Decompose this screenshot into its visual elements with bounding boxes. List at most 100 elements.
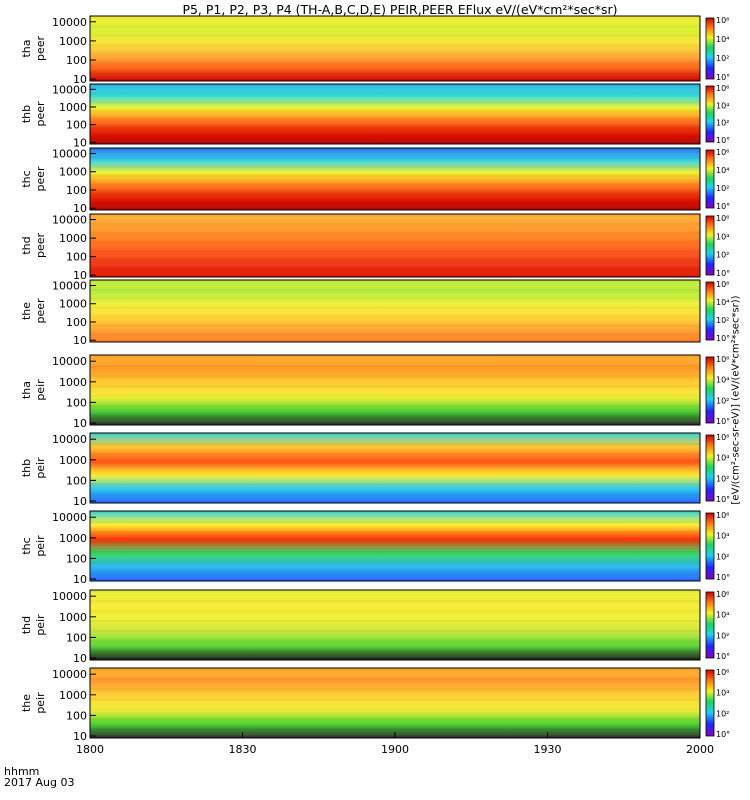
panel-texture — [90, 728, 700, 731]
panel-fill — [90, 511, 700, 581]
panel-texture — [90, 576, 700, 579]
panel-texture — [90, 380, 700, 383]
panel-texture — [90, 488, 700, 491]
spectrogram-panel-3: 10 100 1000 10000 thc peer 10° 10² 10⁴ 10⁶ — [20, 147, 730, 215]
panel-texture — [90, 541, 700, 544]
colorbar-tick-label: 10⁶ — [716, 280, 729, 289]
panel-texture — [90, 105, 700, 107]
panel-texture — [90, 610, 700, 613]
spectrogram-panel-1: 10 100 1000 10000 tha peer 10° 10² 10⁴ 10⁶ — [20, 15, 730, 86]
panel-texture — [90, 131, 700, 133]
panel-texture — [90, 30, 700, 32]
panel-texture — [90, 463, 700, 466]
panel-texture — [90, 595, 700, 598]
panel-texture — [90, 315, 700, 317]
panel-texture — [90, 97, 700, 99]
panel-species-label: peer — [34, 298, 47, 324]
panel-texture — [90, 228, 700, 230]
panel-texture — [90, 201, 700, 203]
panel-fill — [90, 84, 700, 144]
y-tick-label: 10000 — [52, 355, 87, 368]
panel-frame — [89, 510, 701, 582]
panel-texture — [90, 93, 700, 95]
y-tick-label: 1000 — [59, 689, 87, 702]
y-tick-label: 100 — [66, 631, 87, 644]
y-tick-label: 10000 — [52, 83, 87, 96]
panel-texture — [90, 365, 700, 368]
panel-texture — [90, 718, 700, 721]
spectrogram-panel-4: 10 100 1000 10000 thd peer 10° 10² 10⁴ 10⁶ — [20, 213, 730, 282]
panel-texture — [90, 219, 700, 221]
panel-texture — [90, 683, 700, 686]
y-tick-label: 10000 — [52, 214, 87, 227]
panel-probe-label: tha — [20, 381, 33, 399]
y-tick-label: 10 — [73, 652, 87, 665]
colorbar-tick-label: 10² — [716, 184, 729, 193]
y-tick-label: 1000 — [59, 454, 87, 467]
y-tick-label: 10000 — [52, 16, 87, 29]
date-label: 2017 Aug 03 — [4, 776, 75, 789]
colorbar-tick-label: 10° — [716, 202, 730, 211]
panel-texture — [90, 166, 700, 168]
panel-texture — [90, 395, 700, 398]
panel-texture — [90, 630, 700, 633]
colorbar-tick-label: 10⁶ — [716, 668, 729, 677]
spectrogram-panel-8: 10 100 1000 10000 thc peir 10° 10² 10⁴ 10⁶ — [20, 510, 730, 586]
panel-texture — [90, 561, 700, 564]
panel-texture — [90, 405, 700, 408]
colorbar-tick-label: 10° — [716, 730, 730, 739]
colorbar-tick-label: 10⁶ — [716, 511, 729, 520]
panel-texture — [90, 197, 700, 199]
panel-texture — [90, 640, 700, 643]
panel-texture — [90, 713, 700, 716]
panel-species-label: peir — [34, 379, 47, 401]
colorbar-tick-label: 10⁶ — [716, 148, 729, 157]
panel-texture — [90, 571, 700, 574]
x-tick-label: 1830 — [229, 743, 257, 756]
panel-texture — [90, 521, 700, 524]
panel-texture — [90, 698, 700, 701]
y-tick-label: 10000 — [52, 279, 87, 292]
panel-texture — [90, 241, 700, 243]
colorbar-units-label: [eV/(cm²-sec-sr-eV)] (eV/(eV*cm²*sec*sr)… — [730, 295, 742, 505]
colorbar-tick-label: 10² — [716, 631, 729, 640]
panel-texture — [90, 703, 700, 706]
panel-species-label: peir — [34, 457, 47, 479]
panel-probe-label: thd — [20, 236, 33, 254]
panel-frame — [89, 83, 701, 145]
colorbar-tick-label: 10⁴ — [716, 101, 729, 110]
y-tick-label: 10 — [73, 417, 87, 430]
colorbar-tick-label: 10⁴ — [716, 689, 729, 698]
panel-texture — [90, 531, 700, 534]
x-tick-label: 1900 — [381, 743, 409, 756]
panel-texture — [90, 255, 700, 257]
colorbar-tick-label: 10² — [716, 552, 729, 561]
panel-texture — [90, 135, 700, 137]
time-stamp: hhmm 2017 Aug 03 — [4, 766, 74, 788]
panel-frame — [89, 589, 701, 661]
colorbar-tick-label: 10° — [716, 136, 730, 145]
colorbar — [705, 669, 715, 737]
colorbar-tick-label: 10⁴ — [716, 166, 729, 175]
spectrogram-panel-10: 10 100 1000 10000 the peir 10° 10² 10⁴ 10⁶ — [20, 667, 730, 743]
panel-probe-label: tha — [20, 39, 33, 57]
panel-texture — [90, 415, 700, 418]
panel-probe-label: thc — [20, 170, 33, 187]
panel-texture — [90, 152, 700, 154]
panel-species-label: peer — [34, 233, 47, 259]
y-tick-label: 100 — [66, 184, 87, 197]
panel-texture — [90, 62, 700, 64]
colorbar-tick-label: 10⁶ — [716, 433, 729, 442]
panel-texture — [90, 259, 700, 261]
colorbar-tick-label: 10² — [716, 396, 729, 405]
colorbar-tick-label: 10⁴ — [716, 376, 729, 385]
panel-texture — [90, 250, 700, 252]
panel-texture — [90, 223, 700, 225]
panel-texture — [90, 516, 700, 519]
panel-probe-label: thb — [20, 459, 33, 477]
panel-texture — [90, 556, 700, 559]
panel-texture — [90, 311, 700, 313]
panel-texture — [90, 114, 700, 116]
colorbar — [705, 85, 715, 143]
colorbar-tick-label: 10° — [716, 73, 730, 82]
